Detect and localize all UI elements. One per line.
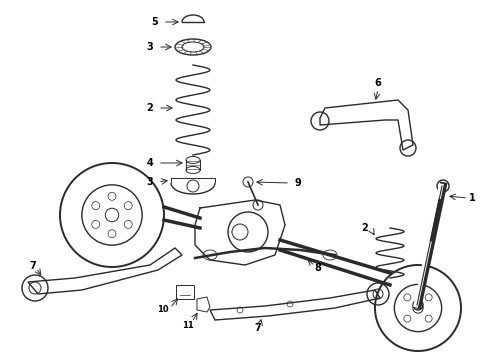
Text: 6: 6: [375, 78, 381, 88]
Text: 10: 10: [157, 306, 169, 315]
Text: 3: 3: [147, 177, 153, 187]
Text: 9: 9: [294, 178, 301, 188]
Text: 2: 2: [147, 103, 153, 113]
Bar: [176, 285, 194, 299]
Text: 8: 8: [315, 263, 321, 273]
Text: 7: 7: [255, 323, 261, 333]
Text: 11: 11: [182, 321, 194, 330]
Text: 7: 7: [29, 261, 36, 271]
Text: 2: 2: [362, 223, 368, 233]
Text: 3: 3: [147, 42, 153, 52]
Text: 1: 1: [468, 193, 475, 203]
Text: 5: 5: [151, 17, 158, 27]
Text: 4: 4: [147, 158, 153, 168]
